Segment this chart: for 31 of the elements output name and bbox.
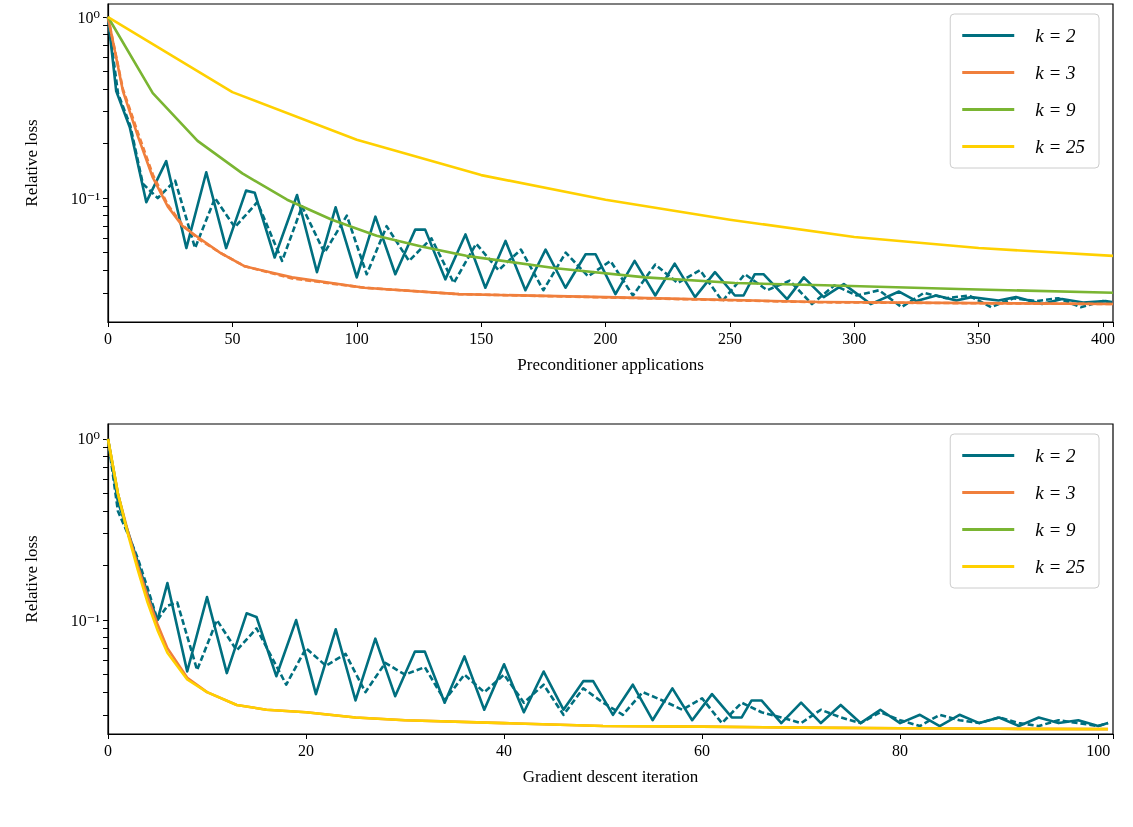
x-tick-label: 0 <box>104 741 112 759</box>
legend-label: k = 3 <box>1035 482 1076 503</box>
x-tick-label: 350 <box>966 329 991 347</box>
x-tick-label: 100 <box>1086 741 1111 759</box>
x-axis-title: Gradient descent iteration <box>522 767 699 786</box>
x-axis-title: Preconditioner applications <box>517 355 704 374</box>
x-tick-label: 300 <box>842 329 867 347</box>
x-tick-label: 100 <box>344 329 369 347</box>
y-axis-title: Relative loss <box>22 119 41 207</box>
x-tick-label: 0 <box>104 329 112 347</box>
legend-label: k = 25 <box>1035 136 1086 157</box>
legend-label: k = 2 <box>1035 445 1076 466</box>
legend-label: k = 9 <box>1035 99 1076 120</box>
y-tick-label: 10⁻¹ <box>70 611 101 629</box>
y-axis-title: Relative loss <box>22 535 41 623</box>
x-tick-label: 60 <box>694 741 711 759</box>
legend-label: k = 25 <box>1035 556 1086 577</box>
x-tick-label: 150 <box>469 329 494 347</box>
x-tick-label: 40 <box>496 741 513 759</box>
legend-label: k = 9 <box>1035 519 1076 540</box>
x-tick-label: 400 <box>1091 329 1116 347</box>
x-tick-label: 200 <box>593 329 618 347</box>
x-tick-label: 250 <box>717 329 742 347</box>
x-tick-label: 50 <box>224 329 241 347</box>
y-tick-label: 10⁰ <box>77 430 100 448</box>
y-tick-label: 10⁰ <box>77 8 100 26</box>
legend-label: k = 2 <box>1035 25 1076 46</box>
x-tick-label: 80 <box>892 741 909 759</box>
legend-label: k = 3 <box>1035 62 1076 83</box>
x-tick-label: 20 <box>298 741 315 759</box>
y-tick-label: 10⁻¹ <box>70 189 101 207</box>
